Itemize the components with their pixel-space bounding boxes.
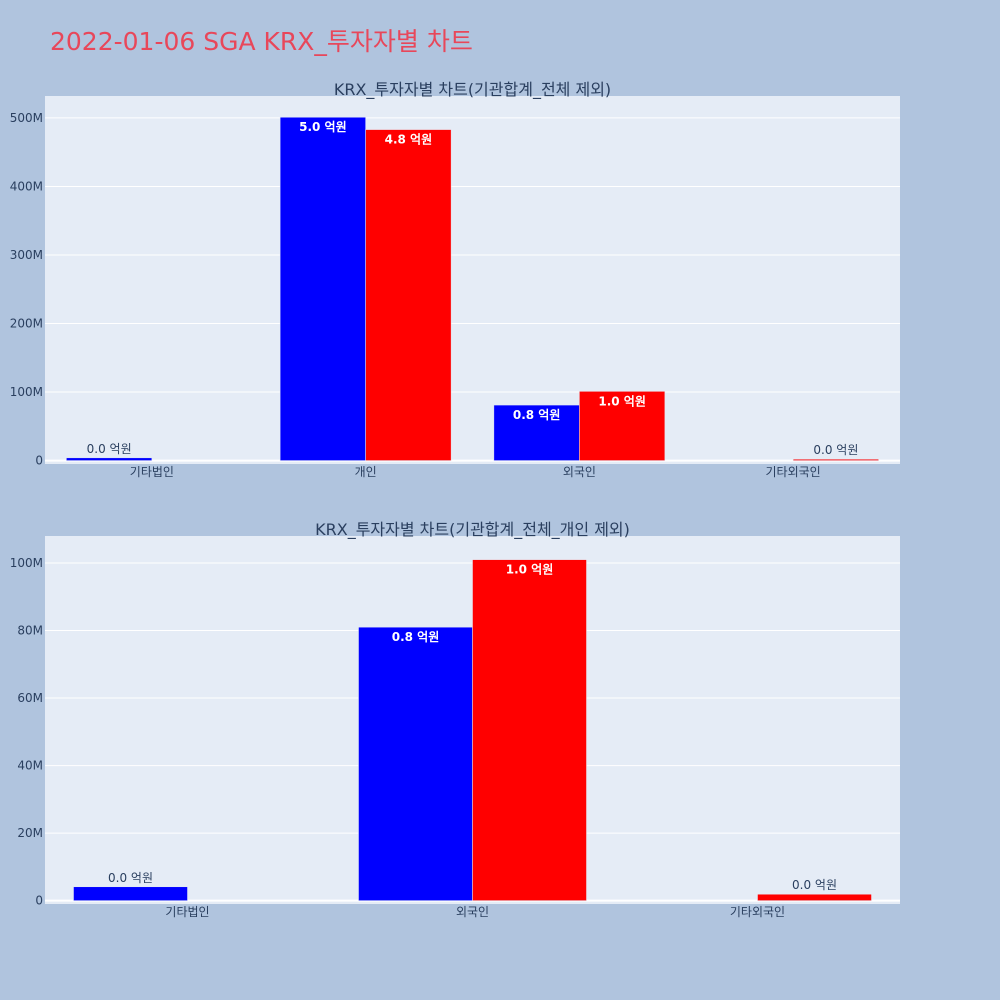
y-tick-label: 20M <box>17 826 43 840</box>
y-tick-label: 500M <box>10 111 43 125</box>
x-tick-label: 기타법인 <box>165 905 209 919</box>
bar <box>365 129 452 461</box>
plot-area <box>45 96 900 464</box>
bar-data-label: 4.8 억원 <box>385 133 433 147</box>
bar <box>472 559 587 901</box>
y-tick-label: 60M <box>17 691 43 705</box>
y-tick-label: 400M <box>10 179 43 193</box>
bar-data-label: 0.0 억원 <box>792 878 837 892</box>
bar <box>73 886 188 901</box>
y-tick-label: 0 <box>35 894 43 908</box>
page-title: 2022-01-06 SGA KRX_투자자별 차트 <box>50 27 473 56</box>
bar <box>66 457 153 461</box>
bar <box>279 116 366 461</box>
bar-data-label: 0.0 억원 <box>108 871 153 885</box>
y-tick-label: 200M <box>10 317 43 331</box>
y-tick-label: 0 <box>35 454 43 468</box>
bar <box>792 458 879 461</box>
bar <box>757 893 872 901</box>
bar-data-label: 0.8 억원 <box>392 630 440 644</box>
chart-title: KRX_투자자별 차트(기관합계_전체_개인 제외) <box>315 520 630 540</box>
x-tick-label: 기타외국인 <box>730 905 785 919</box>
bar-data-label: 5.0 억원 <box>299 120 347 134</box>
x-tick-label: 개인 <box>355 465 377 479</box>
x-tick-label: 기타법인 <box>130 465 174 479</box>
x-tick-label: 외국인 <box>456 905 489 919</box>
bar-data-label: 0.0 억원 <box>87 442 132 456</box>
chart-panel-2: 0 20M 40M 60M 80M 100M KRX_투자자별 차트(기관합계_전체_개인 … <box>10 520 900 919</box>
y-tick-label: 100M <box>10 556 43 570</box>
bar <box>358 626 473 901</box>
y-tick-label: 300M <box>10 248 43 262</box>
y-tick-label: 100M <box>10 385 43 399</box>
y-tick-label: 40M <box>17 759 43 773</box>
x-tick-label: 외국인 <box>563 465 596 479</box>
bar-data-label: 0.0 억원 <box>813 443 858 457</box>
bar <box>579 391 666 461</box>
y-tick-label: 80M <box>17 624 43 638</box>
bar-data-label: 0.8 억원 <box>513 408 561 422</box>
bar-data-label: 1.0 억원 <box>598 394 646 408</box>
bar-data-label: 1.0 억원 <box>506 563 554 577</box>
chart-title: KRX_투자자별 차트(기관합계_전체 제외) <box>334 80 611 100</box>
x-tick-label: 기타외국인 <box>766 465 821 479</box>
chart-panel-1: 0 100M 200M 300M 400M 500M KRX_투자자별 차트(기관합계_전체… <box>10 80 900 479</box>
